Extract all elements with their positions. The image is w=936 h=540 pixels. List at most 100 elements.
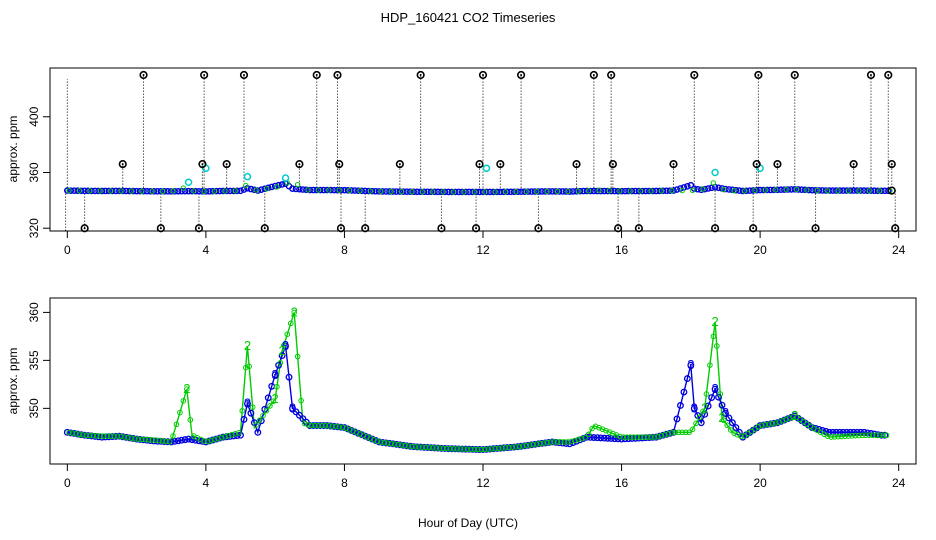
series-point-2 [69,430,76,436]
baseline-point-alt [710,180,717,186]
baseline-point-alt [107,188,114,194]
series-point-3 [732,424,740,431]
series-point-2 [523,442,530,449]
baseline-point [510,188,518,196]
baseline-point-alt [419,189,426,195]
baseline-point-alt [627,188,633,194]
series-point-2 [727,427,734,433]
series-point-2 [173,421,180,428]
baseline-point [233,187,241,195]
baseline-point [760,186,767,194]
series-point-3 [711,385,719,393]
baseline-point-alt [741,188,748,194]
series-point-2 [880,432,886,439]
baseline-point-alt [824,188,831,194]
y-tick-label: 360 [27,162,41,182]
baseline-point [171,188,179,195]
series-point-2 [558,439,564,445]
series-point-2 [364,434,370,440]
series-point-2 [381,439,388,446]
series-point-2 [97,433,104,439]
series-point-2 [637,434,644,440]
outlier-point [222,160,231,169]
baseline-point-alt [585,188,592,194]
baseline-point [462,188,469,196]
series-point-2 [222,433,228,440]
series-point-2 [582,434,588,441]
baseline-point [358,187,366,195]
outlier-dot [814,227,817,230]
outlier-dot [714,227,717,230]
baseline-point-alt [637,188,644,194]
series-point-2 [166,438,173,445]
baseline-point [836,187,844,194]
baseline-point [417,188,424,196]
baseline-point-alt [648,188,654,194]
outlier-point [891,224,900,233]
baseline-point [833,187,840,194]
series-label-2: 2 [291,304,298,319]
series-point-2 [772,420,779,426]
series-point-2 [617,433,623,440]
series-point-2 [700,408,706,415]
series-point-2 [291,309,298,316]
series-point-2 [66,429,72,436]
baseline-point-alt [679,187,685,194]
outlier-point [471,224,481,233]
baseline-point [296,185,303,193]
series-point-2 [93,433,100,439]
series-point-2 [87,432,93,439]
series-point-2 [623,434,630,440]
baseline-point [514,188,521,196]
cyan-point [711,168,719,177]
baseline-point [607,187,615,195]
baseline-point [656,187,663,195]
outlier-point [754,70,763,80]
top-panel-marks [64,70,900,233]
outlier-dot [637,227,640,230]
baseline-point-alt [773,187,779,193]
x-axis-label: Hour of Day (UTC) [418,516,518,530]
baseline-point-alt [139,188,145,194]
outlier-dot [610,73,613,76]
series-point-2 [845,433,852,439]
baseline-point [552,188,560,195]
outlier-point [607,70,616,80]
series-point-2 [346,426,353,433]
outlier-point [887,186,896,195]
baseline-point [684,183,691,190]
baseline-point [389,188,397,195]
series-point-2 [159,438,166,444]
baseline-point [95,187,102,195]
series-point-2 [862,432,869,439]
cyan-point [184,178,193,186]
baseline-point [555,188,563,195]
baseline-point [625,187,632,195]
baseline-point [119,187,127,195]
baseline-point [147,187,154,195]
baseline-point [878,187,885,195]
series-point-2 [125,434,131,441]
series-point-3 [597,434,605,442]
series-label-3: 3 [691,400,698,415]
baseline-point-alt [346,187,353,194]
series-point-2 [786,415,793,421]
series-point-2 [170,433,176,439]
baseline-point [521,188,528,195]
baseline-point [479,188,487,196]
baseline-point [853,187,861,194]
outlier-dot [201,163,204,166]
series-point-2 [571,437,578,444]
series-point-2 [350,428,356,434]
series-point-2 [256,417,263,424]
cyan-point [482,164,491,173]
series-point-3 [289,404,296,412]
baseline-point-alt [305,187,311,193]
baseline-point [109,187,116,195]
series-point-2 [755,423,762,430]
baseline-point [126,187,133,195]
chart-title: HDP_160421 CO2 Timeseries [381,10,556,25]
series-point-2 [73,430,79,437]
outlier-dot [537,227,540,230]
